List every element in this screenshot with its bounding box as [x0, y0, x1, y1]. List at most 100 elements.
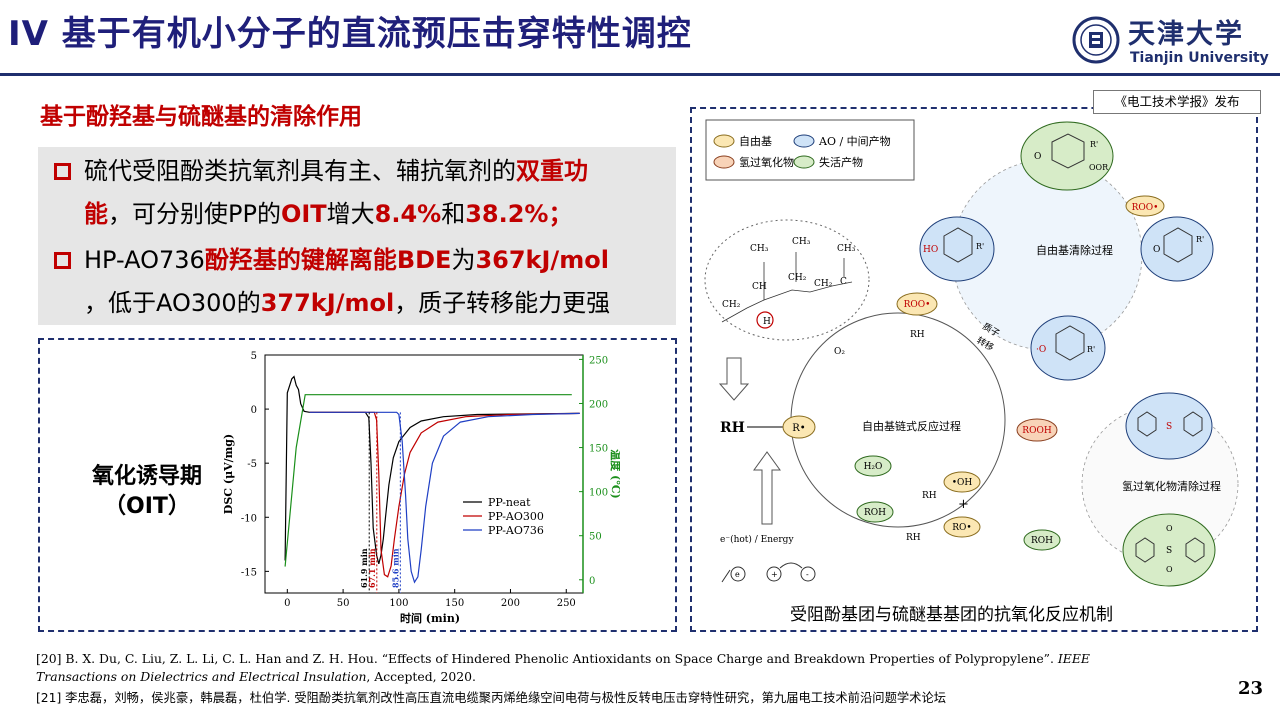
negative-charge-icon: [800, 566, 816, 582]
positive-label: +: [771, 570, 778, 579]
y-tick-label: -10: [241, 513, 257, 524]
roh-label-1: ROH: [864, 508, 886, 518]
mol-left-ho: HO: [923, 245, 938, 255]
roh-label-2: ROH: [1031, 536, 1053, 546]
quinone-ring-icon: [1051, 133, 1085, 169]
x-tick-label: 100: [389, 598, 408, 609]
section-subtitle: 基于酚羟基与硫醚基的清除作用: [40, 104, 362, 130]
chain-ch: CH: [752, 282, 767, 292]
bullet-highlight: OIT: [280, 200, 327, 228]
polymer-chain: CH₃ CH₃ CH₃ CH CH₂ CH₂ CH₂ C H: [722, 237, 856, 327]
rh-label-3: RH: [906, 533, 921, 543]
plus-label: +: [958, 497, 969, 512]
thioether-ring-right-icon: [1183, 411, 1203, 437]
chain-ch3a: CH₃: [750, 244, 769, 254]
page-number: 23: [1238, 678, 1264, 699]
bullet-text: HP-AO736: [84, 246, 205, 274]
dsc-chart: 0 50 100 150 200 250 50-5-10-15 0501001502002…: [222, 351, 620, 625]
mechanism-frame: [690, 107, 1258, 632]
polymer-inset: [704, 219, 870, 341]
chain-cycle-title: 自由基链式反应过程: [862, 419, 961, 433]
thioether-molecule: [1125, 392, 1213, 460]
bullet-highlight: 能: [84, 200, 108, 228]
mol-low-r: R': [1087, 345, 1095, 354]
bullet-text: 增大: [326, 200, 375, 228]
reference-text: [20] B. X. Du, C. Liu, Z. L. Li, C. L. H…: [36, 651, 1058, 666]
checkbox-bullet-icon: [54, 252, 71, 269]
bullet-text: 为: [451, 246, 476, 274]
h2o-node: [854, 455, 892, 477]
y-axis-label: DSC (μV/mg): [222, 434, 235, 514]
up-hollow-arrow: [753, 451, 781, 525]
x-tick-label: 200: [501, 598, 520, 609]
x-tick-label: 50: [337, 598, 350, 609]
legend-label-ao300: PP-AO300: [488, 510, 544, 523]
oit-label: 氧化诱导期 （OIT）: [72, 462, 222, 522]
bullet-highlight: 367kJ/mol: [475, 246, 609, 274]
positive-charge-icon: [766, 566, 782, 582]
header-divider: [0, 73, 1280, 76]
mol-top-oor: OOR: [1089, 163, 1109, 172]
slide-title: IV 基于有机小分子的直流预压击穿特性调控: [8, 14, 692, 54]
y-tick-label: 0: [251, 405, 257, 416]
legend-label-neat: PP-neat: [488, 496, 531, 509]
chart-legend: PP-neat PP-AO300 PP-AO736: [463, 496, 544, 537]
ro-radical-label: RO•: [952, 523, 971, 533]
mechanism-caption: 受阻酚基团与硫醚基基团的抗氧化反应机制: [790, 605, 1113, 625]
reference-text: , Accepted, 2020.: [366, 669, 476, 684]
thioether-ring-left-icon: [1137, 411, 1157, 437]
mol-top-r: R': [1090, 140, 1098, 149]
oit-label-line2: （OIT）: [104, 494, 190, 519]
h2o-label: H₂O: [864, 462, 883, 472]
mechanism-legend: [705, 119, 915, 181]
plot-area: [264, 354, 584, 594]
sulfone-ring-left-icon: [1135, 537, 1155, 563]
legend-swatch-radical: [713, 134, 735, 148]
legend-inactive: 失活产物: [819, 155, 863, 169]
roh-node-2: [1023, 529, 1061, 551]
roo-radical-label: ROO•: [904, 300, 931, 310]
y2-axis-ticks: 0 50 100 150 200 250: [579, 355, 608, 587]
bullet-highlight: 酚羟基的键解离能BDE: [204, 246, 452, 274]
reference-20-line2: Transactions on Dielectrics and Electric…: [36, 669, 476, 684]
reference-journal: Transactions on Dielectrics and Electric…: [36, 669, 367, 684]
oit-marker-label: 67.1 min: [367, 548, 377, 588]
x-axis-ticks: 0 50 100 150 200 250: [284, 589, 576, 609]
sulfone-ring-right-icon: [1185, 537, 1205, 563]
roh-node-1: [856, 501, 894, 523]
series-lines: [284, 375, 580, 584]
y2-tick-label: 50: [589, 532, 602, 543]
quinone-radical-ring-icon: [1163, 227, 1193, 263]
peroxide-cycle-title: 氢过氧化物清除过程: [1122, 479, 1221, 493]
x-axis-label: 时间 (min): [400, 611, 460, 625]
o2-label: O₂: [834, 347, 845, 357]
x-tick-label: 150: [445, 598, 464, 609]
chain-ch3b: CH₃: [792, 237, 811, 247]
logo-chinese-name: 天津大学: [1128, 19, 1244, 50]
rh-label-1: RH: [910, 330, 925, 340]
chain-ch2b: CH₂: [788, 273, 807, 283]
legend-radical: 自由基: [739, 134, 772, 148]
bullet-text: 硫代受阻酚类抗氧剂具有主、辅抗氧剂的: [84, 157, 516, 185]
dsc-chart-frame: [38, 338, 677, 632]
chain-ch3c: CH₃: [837, 244, 856, 254]
bullet-highlight: 8.4%: [374, 200, 442, 228]
oh-radical-node: [943, 471, 981, 493]
legend-peroxide: 氢过氧化物: [739, 155, 794, 169]
bullet-item-1: 硫代受阻酚类抗氧剂具有主、辅抗氧剂的双重功 能，可分别使PP的OIT增大8.4%和…: [50, 150, 670, 236]
r-radical-label: R•: [792, 423, 805, 434]
y2-tick-label: 250: [589, 355, 608, 366]
bullet-highlight: 377kJ/mol: [260, 289, 395, 317]
phenoxy-ring-icon: [1055, 325, 1085, 361]
energy-arrows: [721, 562, 803, 583]
reference-journal: IEEE: [1057, 651, 1090, 666]
rooh-label: ROOH: [1022, 426, 1052, 436]
mol-mid-r: R': [1196, 235, 1204, 244]
legend-label-ao736: PP-AO736: [488, 524, 544, 537]
series-line-1: [309, 411, 580, 578]
chain-h: H: [763, 317, 771, 327]
mol-low-o: ·O: [1036, 345, 1046, 355]
oh-radical-label: •OH: [952, 478, 973, 488]
rooh-node: [1016, 418, 1058, 442]
